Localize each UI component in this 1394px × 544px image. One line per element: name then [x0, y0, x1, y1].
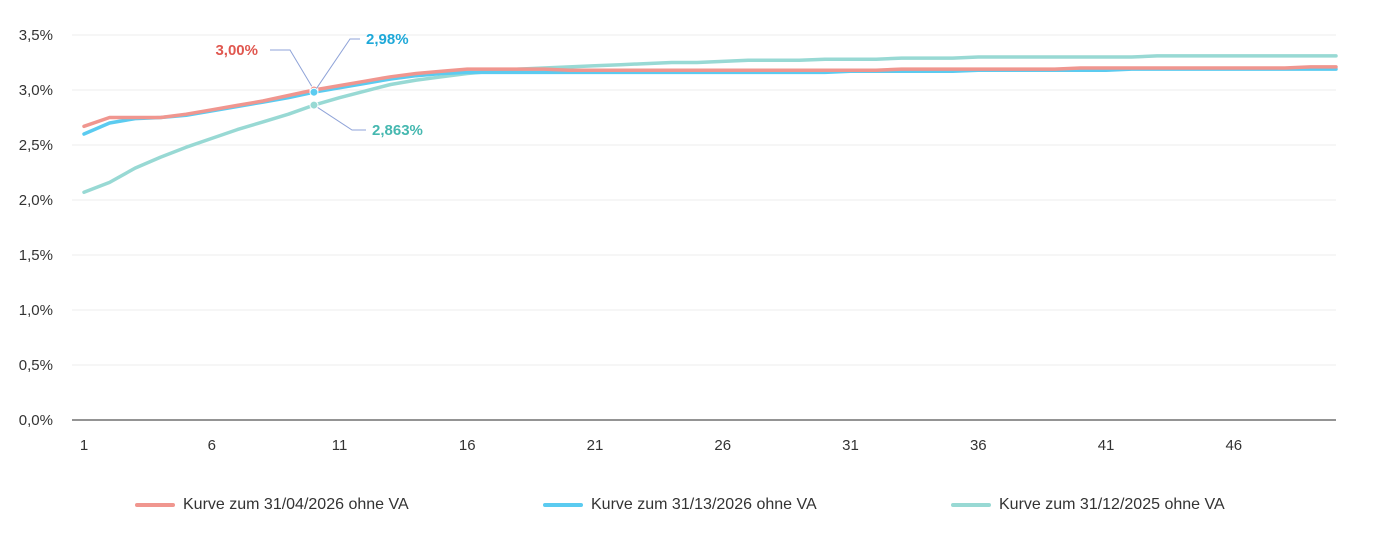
x-tick-label: 26 — [714, 437, 731, 454]
annotation-marker[interactable] — [309, 87, 319, 97]
legend-label: Kurve zum 31/12/2025 ohne VA — [999, 496, 1225, 513]
line-chart: 0,0%0,5%1,0%1,5%2,0%2,5%3,0%3,5% 1 6 11 16 2… — [19, 27, 1338, 454]
legend-item-series-3[interactable]: Kurve zum 31/12/2025 ohne VA — [951, 496, 1225, 514]
legend-swatch-series-3 — [951, 503, 991, 507]
series-line-3[interactable] — [82, 54, 1338, 195]
x-tick-label: 16 — [459, 437, 476, 454]
annotation-leader-line — [270, 49, 315, 91]
x-tick-label: 41 — [1098, 437, 1115, 454]
annotation-label: 2,98% — [366, 31, 409, 48]
x-tick-label: 21 — [587, 437, 604, 454]
x-tick-label: 36 — [970, 437, 987, 454]
series-line-2[interactable] — [82, 67, 1338, 136]
x-tick-label: 6 — [208, 437, 216, 454]
legend-label: Kurve zum 31/13/2026 ohne VA — [591, 496, 817, 513]
y-tick-label: 3,5% — [19, 27, 53, 44]
y-tick-label: 0,0% — [19, 412, 53, 429]
annotation-marker[interactable] — [309, 100, 319, 110]
annotation-leader-line — [313, 38, 360, 93]
series-line-1[interactable] — [82, 65, 1338, 129]
annotation-label: 3,00% — [215, 42, 258, 59]
y-tick-label: 1,5% — [19, 247, 53, 264]
y-tick-label: 2,0% — [19, 192, 53, 209]
x-tick-label: 46 — [1225, 437, 1242, 454]
legend-label: Kurve zum 31/04/2026 ohne VA — [183, 496, 409, 513]
legend-swatch-series-2 — [543, 503, 583, 507]
y-tick-label: 3,0% — [19, 82, 53, 99]
legend: Kurve zum 31/04/2026 ohne VA Kurve zum 3… — [0, 496, 1394, 526]
legend-swatch-series-1 — [135, 503, 175, 507]
legend-item-series-1[interactable]: Kurve zum 31/04/2026 ohne VA — [135, 496, 409, 514]
annotation-leader-line — [313, 104, 366, 131]
data-annotations: 3,00% 2,98% 2,863% — [215, 31, 422, 139]
x-axis-ticks: 1 6 11 16 21 26 31 36 41 46 — [80, 437, 1242, 454]
x-tick-label: 31 — [842, 437, 859, 454]
annotation-label: 2,863% — [372, 122, 423, 139]
x-tick-label: 11 — [332, 437, 348, 454]
y-tick-label: 1,0% — [19, 302, 53, 319]
legend-item-series-2[interactable]: Kurve zum 31/13/2026 ohne VA — [543, 496, 817, 514]
series-lines — [82, 54, 1338, 195]
y-tick-label: 2,5% — [19, 137, 53, 154]
y-axis-ticks: 0,0% 0,5% 1,0% 1,5% 2,0% 2,5% 3,0% 3,5% — [19, 27, 53, 429]
y-tick-label: 0,5% — [19, 357, 53, 374]
x-tick-label: 1 — [80, 437, 88, 454]
grid-lines — [72, 34, 1336, 421]
